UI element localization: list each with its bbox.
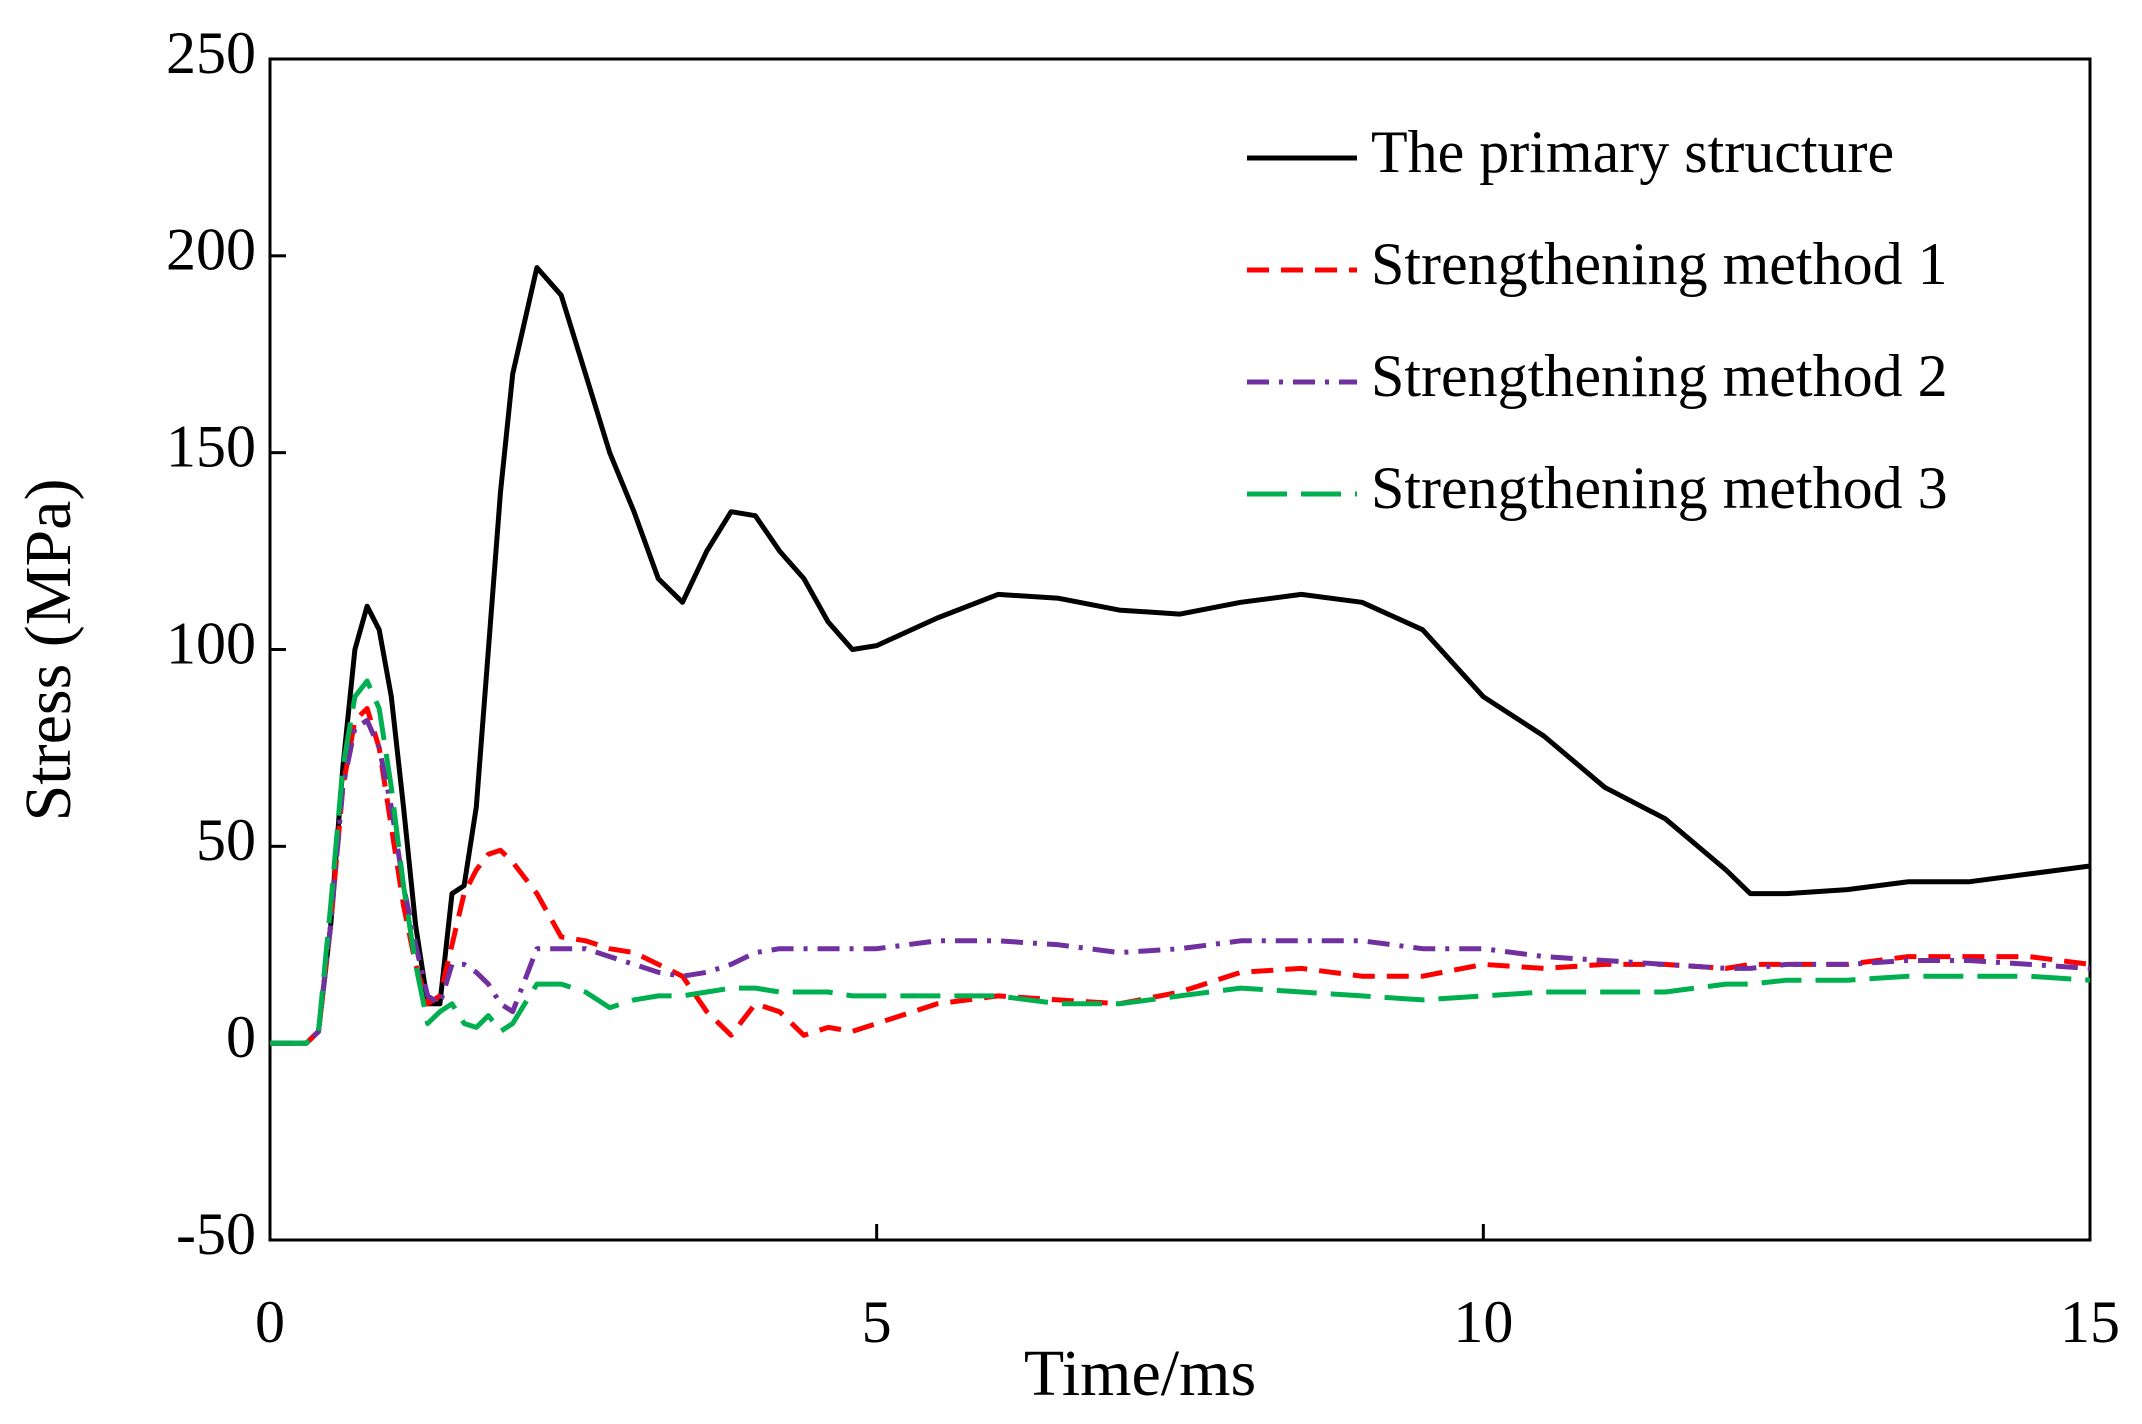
y-tick-label: 200 [166, 217, 256, 283]
legend-label: The primary structure [1371, 119, 1894, 185]
y-axis-label: Stress (MPa) [12, 479, 85, 822]
y-tick-label: 50 [196, 807, 256, 873]
series-line [270, 265, 2091, 1046]
y-tick-label: 100 [166, 610, 256, 676]
y-tick-label: -50 [176, 1201, 256, 1267]
x-axis-label: Time/ms [1024, 1337, 1256, 1410]
x-tick-label: 10 [1453, 1289, 1513, 1355]
legend-label: Strengthening method 2 [1371, 343, 1948, 409]
series-line [270, 706, 2091, 1046]
legend-label: Strengthening method 1 [1371, 231, 1948, 297]
x-tick-label: 0 [255, 1289, 285, 1355]
y-tick-label: 250 [166, 20, 256, 86]
legend-label: Strengthening method 3 [1371, 455, 1948, 521]
x-tick-label: 15 [2060, 1289, 2120, 1355]
y-tick-label: 150 [166, 413, 256, 479]
series-line [270, 678, 2091, 1046]
y-tick-label: 0 [226, 1004, 256, 1070]
x-tick-label: 5 [862, 1289, 892, 1355]
series-line [270, 717, 2091, 1046]
